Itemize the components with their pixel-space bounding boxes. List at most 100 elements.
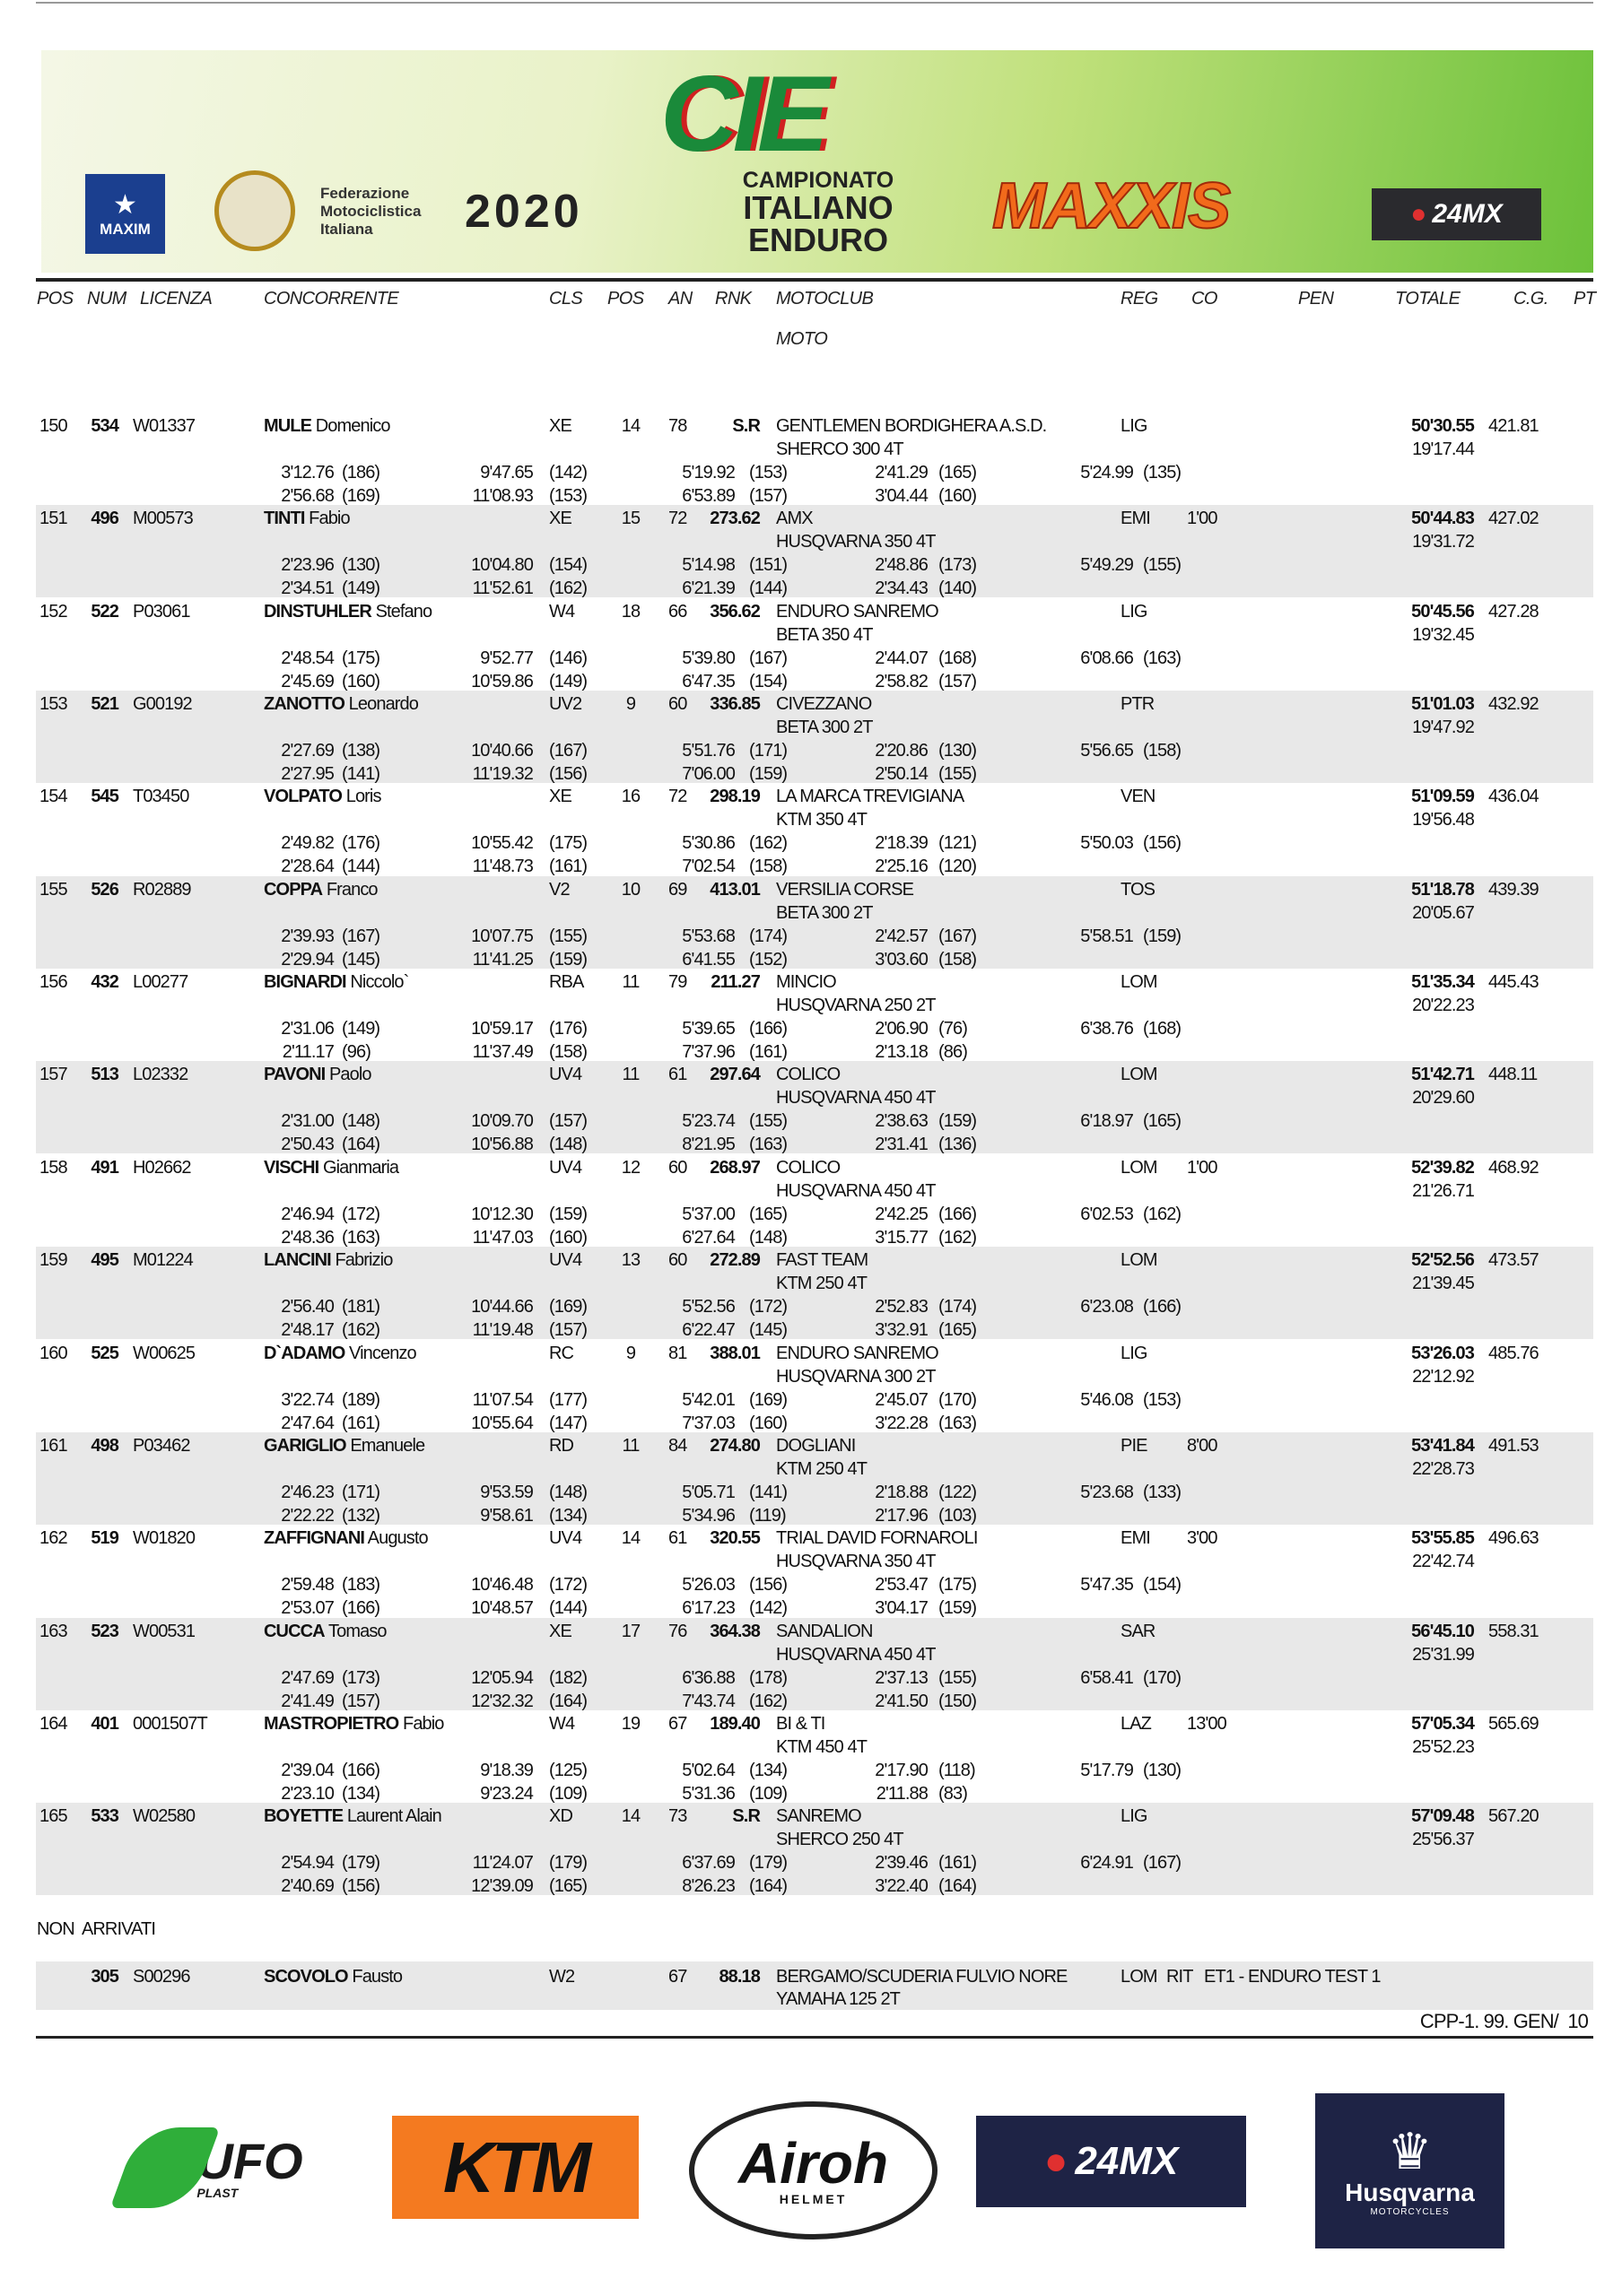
- split-rank: (159): [549, 950, 588, 970]
- split-rank: (153): [549, 486, 588, 506]
- split-rank: (151): [749, 555, 788, 575]
- class-position: 18: [621, 602, 641, 622]
- competitor-name: D`ADAMO Vincenzo: [264, 1342, 417, 1365]
- header-co: CO: [1191, 289, 1217, 309]
- cie-logo: CIE: [660, 54, 829, 174]
- championship-name: CAMPIONATO ITALIANO ENDURO: [742, 168, 894, 258]
- split-rank: (164): [938, 1876, 977, 1896]
- competitor-name: SCOVOLO Fausto: [264, 1967, 403, 1987]
- class: XE: [549, 509, 572, 528]
- region: EMI: [1121, 509, 1151, 528]
- class-position: 12: [621, 1158, 641, 1178]
- split-rank: (153): [749, 463, 788, 483]
- split-rank: (156): [549, 764, 588, 784]
- split-time: 12'05.94: [471, 1668, 534, 1688]
- split-time: 3'32.91: [875, 1320, 929, 1340]
- split-rank: (155): [938, 764, 977, 784]
- split-rank: (162): [342, 1320, 380, 1340]
- motoclub: DOGLIANI: [776, 1436, 856, 1456]
- split-rank: (161): [549, 857, 588, 876]
- race-number: 534: [91, 416, 119, 436]
- motoclub: BERGAMO/SCUDERIA FULVIO NORE: [776, 1967, 1068, 1987]
- split-time: 2'53.47: [875, 1575, 929, 1595]
- split-rank: (161): [938, 1853, 977, 1873]
- points: 567.20: [1488, 1806, 1539, 1826]
- first-name: Fabrizio: [335, 1250, 393, 1270]
- competitor-name: VOLPATO Loris: [264, 785, 381, 808]
- points: 565.69: [1488, 1714, 1539, 1734]
- class-position: 14: [621, 1528, 641, 1548]
- first-name: Paolo: [328, 1065, 372, 1084]
- split-time: 2'20.86: [875, 741, 929, 761]
- result-entry: 160 525 W00625 D`ADAMO Vincenzo RC 9 81 388.01 E…: [36, 1340, 1593, 1433]
- split-time: 11'07.54: [472, 1390, 534, 1410]
- licenza: H02662: [133, 1158, 192, 1178]
- split-time: 2'28.64: [281, 857, 335, 876]
- split-time: 2'56.40: [281, 1297, 335, 1317]
- first-name: Stefano: [375, 602, 433, 622]
- class-position: 19: [621, 1714, 641, 1734]
- cg-gap: 19'47.92: [1412, 718, 1475, 737]
- points: 473.57: [1488, 1250, 1539, 1270]
- split-time: 2'18.39: [875, 833, 929, 853]
- first-name: Fabio: [309, 509, 350, 528]
- licenza: P03061: [133, 602, 190, 622]
- split-rank: (183): [342, 1575, 380, 1595]
- moto: HUSQVARNA 300 2T: [776, 1367, 936, 1387]
- position: 155: [39, 880, 68, 900]
- split-time: 2'54.94: [281, 1853, 335, 1873]
- split-time: 5'23.74: [682, 1111, 736, 1131]
- motoclub: COLICO: [776, 1065, 841, 1084]
- split-rank: (161): [342, 1413, 380, 1433]
- licenza: M01224: [133, 1250, 194, 1270]
- split-rank: (132): [342, 1506, 380, 1526]
- region: EMI: [1121, 1528, 1151, 1548]
- split-rank: (130): [1143, 1761, 1182, 1780]
- header-pt: PT: [1574, 289, 1596, 309]
- result-entry: 156 432 L00277 BIGNARDI Niccolo` RBA 11 79 211.…: [36, 969, 1593, 1062]
- split-time: 2'50.43: [281, 1135, 335, 1154]
- split-rank: (160): [549, 1228, 588, 1248]
- points: 445.43: [1488, 972, 1539, 992]
- co: 8'00: [1187, 1436, 1217, 1456]
- split-rank: (178): [749, 1668, 788, 1688]
- rnk: S.R: [732, 1806, 761, 1826]
- split-rank: (134): [342, 1784, 380, 1804]
- split-rank: (76): [938, 1019, 968, 1039]
- split-time: 2'52.83: [875, 1297, 929, 1317]
- licenza: W01820: [133, 1528, 196, 1548]
- maxim-logo: ★ MAXIM: [85, 174, 165, 254]
- class: UV2: [549, 694, 582, 714]
- header-rnk: RNK: [715, 289, 752, 309]
- split-rank: (157): [938, 672, 977, 691]
- split-time: 5'51.76: [682, 741, 736, 761]
- split-rank: (155): [749, 1111, 788, 1131]
- competitor-name: DINSTUHLER Stefano: [264, 600, 432, 623]
- split-rank: (149): [549, 672, 588, 691]
- split-time: 2'47.69: [281, 1668, 335, 1688]
- moto: BETA 350 4T: [776, 625, 873, 645]
- airoh-helmet-logo: Airoh HELMET: [689, 2101, 937, 2239]
- total-time: 50'44.83: [1411, 509, 1475, 528]
- first-name: Fabio: [403, 1714, 444, 1734]
- split-time: 2'49.82: [281, 833, 335, 853]
- motoclub: COLICO: [776, 1158, 841, 1178]
- first-name: Vincenzo: [349, 1344, 417, 1363]
- moto: HUSQVARNA 350 4T: [776, 1552, 936, 1571]
- split-time: 3'22.40: [875, 1876, 929, 1896]
- maxxis-logo: MAXXIS: [991, 170, 1232, 243]
- split-rank: (159): [749, 764, 788, 784]
- an: 60: [668, 1158, 687, 1178]
- split-time: 6'08.66: [1080, 648, 1134, 668]
- split-rank: (175): [549, 833, 588, 853]
- split-rank: (182): [549, 1668, 588, 1688]
- split-rank: (175): [938, 1575, 977, 1595]
- surname: MULE: [264, 416, 312, 436]
- cg-gap: 19'17.44: [1412, 439, 1475, 459]
- first-name: Tomaso: [328, 1622, 388, 1641]
- split-time: 2'47.64: [281, 1413, 335, 1433]
- rnk: 272.89: [710, 1250, 761, 1270]
- header-class-pos: POS: [607, 289, 644, 309]
- split-rank: (157): [549, 1320, 588, 1340]
- split-time: 8'21.95: [682, 1135, 736, 1154]
